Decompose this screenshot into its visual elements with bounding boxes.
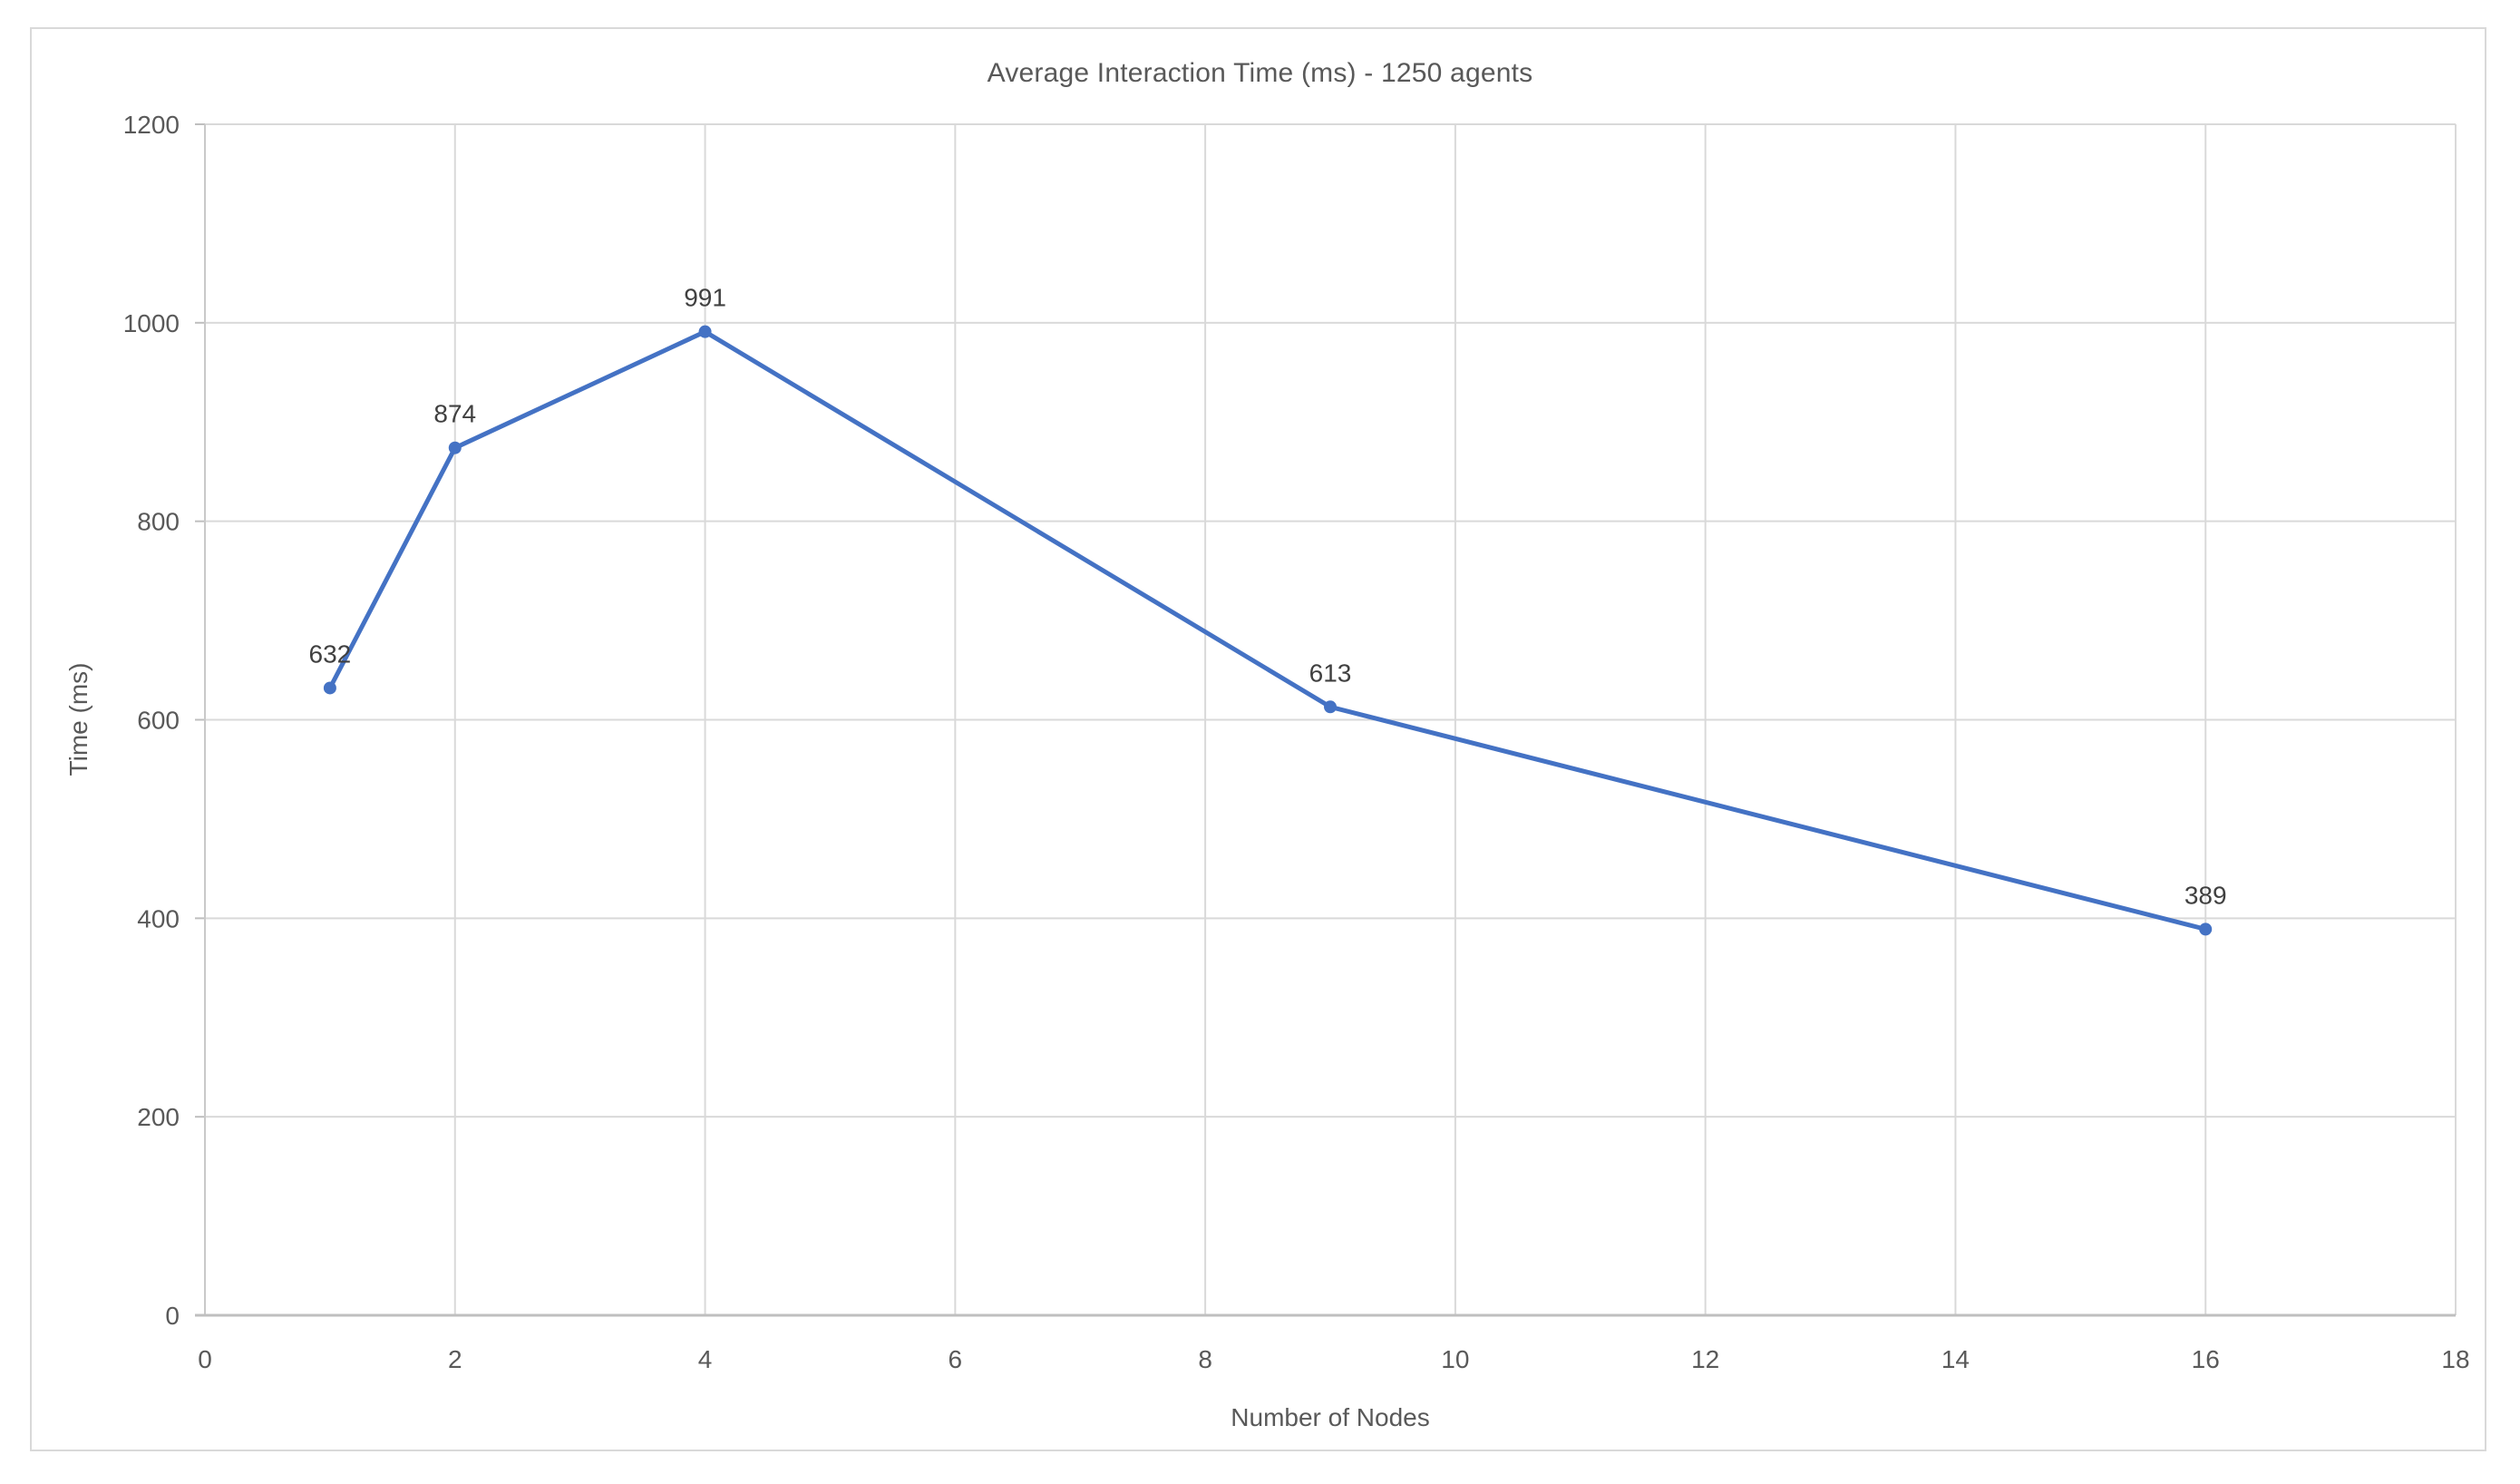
series-line bbox=[327, 329, 2208, 932]
chart-title: Average Interaction Time (ms) - 1250 age… bbox=[987, 58, 1533, 88]
y-axis-title: Time (ms) bbox=[64, 662, 92, 776]
x-tick-label: 16 bbox=[2192, 1345, 2220, 1373]
y-tick-label: 0 bbox=[165, 1302, 180, 1330]
chart-frame bbox=[30, 27, 2486, 1451]
y-tick-label: 1200 bbox=[123, 111, 180, 139]
x-axis-title: Number of Nodes bbox=[1231, 1403, 1430, 1431]
data-label: 874 bbox=[433, 400, 476, 428]
x-tick-label: 2 bbox=[448, 1345, 462, 1373]
x-tick-label: 6 bbox=[949, 1345, 963, 1373]
y-tick-label: 1000 bbox=[123, 309, 180, 337]
data-point bbox=[323, 681, 336, 695]
data-point bbox=[1324, 700, 1337, 714]
x-tick-label: 4 bbox=[698, 1345, 713, 1373]
x-tick-label: 8 bbox=[1198, 1345, 1212, 1373]
y-tick-label: 800 bbox=[137, 508, 180, 536]
data-point bbox=[448, 441, 462, 454]
x-tick-label: 10 bbox=[1441, 1345, 1469, 1373]
data-label: 632 bbox=[309, 639, 352, 668]
data-label: 613 bbox=[1309, 659, 1352, 687]
y-tick-label: 400 bbox=[137, 904, 180, 932]
data-label: 389 bbox=[2184, 881, 2227, 909]
data-point bbox=[2199, 923, 2213, 936]
data-point bbox=[698, 325, 712, 338]
x-tick-label: 0 bbox=[198, 1345, 212, 1373]
x-tick-label: 14 bbox=[1941, 1345, 1970, 1373]
y-tick-label: 200 bbox=[137, 1103, 180, 1131]
x-tick-label: 12 bbox=[1691, 1345, 1719, 1373]
y-tick-label: 600 bbox=[137, 707, 180, 735]
x-tick-label: 18 bbox=[2441, 1345, 2469, 1373]
data-label: 991 bbox=[684, 284, 726, 312]
